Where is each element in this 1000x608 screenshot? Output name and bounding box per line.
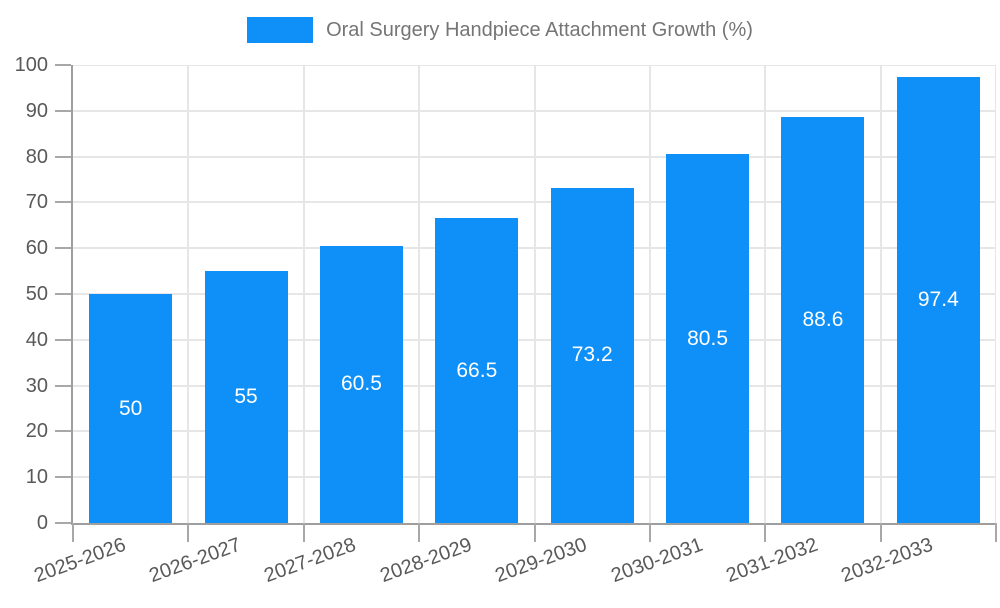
v-gridline [879, 65, 882, 523]
y-tick-label: 40 [25, 328, 48, 351]
y-tick [55, 155, 71, 158]
bar-value-label: 88.6 [802, 308, 844, 332]
y-tick [55, 384, 71, 387]
y-tick-label: 50 [25, 283, 48, 305]
bar[interactable]: 50 [89, 294, 173, 523]
legend-swatch [247, 17, 314, 43]
bar[interactable]: 97.4 [896, 76, 980, 523]
y-tick [55, 522, 71, 524]
chart-legend[interactable]: Oral Surgery Handpiece Attachment Growth… [0, 17, 1000, 43]
y-tick-label: 80 [25, 145, 48, 168]
bar[interactable]: 73.2 [550, 187, 634, 523]
y-tick [55, 338, 71, 341]
x-tick [187, 523, 190, 542]
bar[interactable]: 66.5 [435, 218, 519, 523]
x-tick [995, 523, 997, 542]
y-tick [55, 476, 71, 479]
y-tick [55, 247, 71, 250]
bar[interactable]: 60.5 [319, 245, 403, 523]
v-gridline [764, 65, 767, 523]
y-tick-label: 90 [25, 99, 48, 122]
y-tick-label: 0 [36, 512, 48, 534]
x-tick [302, 523, 305, 542]
bar[interactable]: 88.6 [781, 117, 865, 523]
bar-value-label: 80.5 [687, 326, 728, 350]
y-tick-label: 60 [25, 237, 48, 260]
x-tick [533, 523, 536, 542]
bar[interactable]: 80.5 [666, 154, 750, 523]
x-tick [764, 523, 767, 542]
legend-label: Oral Surgery Handpiece Attachment Growth… [326, 19, 753, 41]
plot-area: 50 55 60.5 66.5 73.2 80.5 88.6 97.4 [73, 65, 996, 523]
v-gridline [995, 65, 996, 523]
y-tick-label: 100 [14, 54, 48, 76]
y-tick-label: 20 [25, 420, 48, 443]
bar-value-label: 97.4 [917, 287, 959, 311]
v-gridline [533, 65, 536, 523]
v-gridline [418, 65, 421, 523]
y-tick-label: 70 [25, 191, 48, 214]
y-tick [55, 430, 71, 433]
v-gridline [302, 65, 305, 523]
x-tick [648, 523, 651, 542]
y-tick-label: 10 [25, 466, 48, 489]
y-axis-line [71, 65, 73, 525]
v-gridline [648, 65, 651, 523]
bar[interactable]: 55 [204, 271, 288, 523]
bar-value-label: 50 [119, 396, 143, 420]
bar-value-label: 55 [234, 385, 258, 409]
y-tick [55, 64, 71, 66]
x-tick [72, 523, 74, 542]
bar-value-label: 60.5 [341, 372, 382, 396]
x-tick [418, 523, 421, 542]
bar-value-label: 73.2 [571, 343, 613, 367]
v-gridline [187, 65, 190, 523]
y-tick [55, 293, 71, 295]
y-tick [55, 201, 71, 204]
y-tick [55, 109, 71, 112]
bar-value-label: 66.5 [456, 358, 498, 382]
y-tick-label: 30 [25, 374, 48, 397]
x-tick [879, 523, 882, 542]
